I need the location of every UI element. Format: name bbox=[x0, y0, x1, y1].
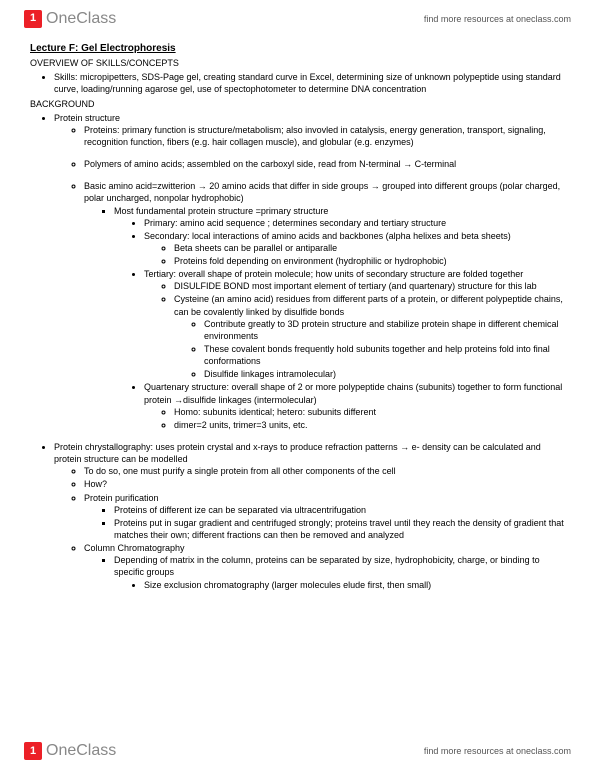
primary-item: Primary: amino acid sequence ; determine… bbox=[144, 217, 565, 229]
quartenary-item: Quartenary structure: overall shape of 2… bbox=[144, 381, 565, 431]
protein-structure-label: Protein structure bbox=[54, 113, 120, 123]
quartenary-text: Quartenary structure: overall shape of 2… bbox=[144, 382, 562, 404]
footer-link[interactable]: find more resources at oneclass.com bbox=[424, 745, 571, 757]
tertiary-item: Tertiary: overall shape of protein molec… bbox=[144, 268, 565, 380]
page-header: 1 OneClass find more resources at onecla… bbox=[0, 0, 595, 38]
fundamental-text: Most fundamental protein structure =prim… bbox=[114, 206, 328, 216]
document-body: Lecture F: Gel Electrophoresis OVERVIEW … bbox=[0, 38, 595, 631]
beta-item: Beta sheets can be parallel or antiparal… bbox=[174, 242, 565, 254]
todo-item: To do so, one must purify a single prote… bbox=[84, 465, 565, 477]
tertiary-text: Tertiary: overall shape of protein molec… bbox=[144, 269, 523, 279]
skills-item: Skills: micropipetters, SDS-Page gel, cr… bbox=[54, 71, 565, 95]
brand-icon: 1 bbox=[24, 742, 42, 760]
cysteine-item: Cysteine (an amino acid) residues from d… bbox=[174, 293, 565, 380]
homo-item: Homo: subunits identical; hetero: subuni… bbox=[174, 406, 565, 418]
brand-name-footer: OneClass bbox=[46, 740, 116, 762]
lecture-title: Lecture F: Gel Electrophoresis bbox=[30, 42, 565, 56]
depending-item: Depending of matrix in the column, prote… bbox=[114, 554, 565, 590]
sizeexcl-item: Size exclusion chromatography (larger mo… bbox=[144, 579, 565, 591]
page-footer: 1 OneClass find more resources at onecla… bbox=[0, 732, 595, 770]
covalent-item: These covalent bonds frequently hold sub… bbox=[204, 343, 565, 367]
crystallography-item: Protein chrystallography: uses protein c… bbox=[54, 441, 565, 591]
brand-logo: 1 OneClass bbox=[24, 8, 116, 30]
depending-text: Depending of matrix in the column, prote… bbox=[114, 555, 540, 577]
fundamental-item: Most fundamental protein structure =prim… bbox=[114, 205, 565, 432]
background-heading: BACKGROUND bbox=[30, 98, 565, 110]
basic-amino-item: Basic amino acid=zwitterion → 20 amino a… bbox=[84, 180, 565, 431]
proteins-primary-item: Proteins: primary function is structure/… bbox=[84, 124, 565, 148]
polymers-item: Polymers of amino acids; assembled on th… bbox=[84, 158, 565, 170]
fold-item: Proteins fold depending on environment (… bbox=[174, 255, 565, 267]
column-item: Column Chromatography Depending of matri… bbox=[84, 542, 565, 591]
purification-text: Protein purification bbox=[84, 493, 159, 503]
brand-name: OneClass bbox=[46, 8, 116, 30]
linkages-item: Disulfide linkages intramolecular) bbox=[204, 368, 565, 380]
cysteine-text: Cysteine (an amino acid) residues from d… bbox=[174, 294, 563, 316]
secondary-text: Secondary: local interactions of amino a… bbox=[144, 231, 511, 241]
crystallography-text: Protein chrystallography: uses protein c… bbox=[54, 442, 541, 464]
protein-structure-item: Protein structure Proteins: primary func… bbox=[54, 112, 565, 431]
overview-heading: OVERVIEW OF SKILLS/CONCEPTS bbox=[30, 57, 565, 69]
basic-amino-text: Basic amino acid=zwitterion → 20 amino a… bbox=[84, 181, 560, 203]
sugar-item: Proteins put in sugar gradient and centr… bbox=[114, 517, 565, 541]
brand-icon: 1 bbox=[24, 10, 42, 28]
contribute-item: Contribute greatly to 3D protein structu… bbox=[204, 318, 565, 342]
column-text: Column Chromatography bbox=[84, 543, 185, 553]
brand-logo-footer: 1 OneClass bbox=[24, 740, 116, 762]
how-item: How? bbox=[84, 478, 565, 490]
diffsize-item: Proteins of different ize can be separat… bbox=[114, 504, 565, 516]
header-link[interactable]: find more resources at oneclass.com bbox=[424, 13, 571, 25]
dimer-item: dimer=2 units, trimer=3 units, etc. bbox=[174, 419, 565, 431]
purification-item: Protein purification Proteins of differe… bbox=[84, 492, 565, 542]
disulfide-item: DISULFIDE BOND most important element of… bbox=[174, 280, 565, 292]
secondary-item: Secondary: local interactions of amino a… bbox=[144, 230, 565, 267]
